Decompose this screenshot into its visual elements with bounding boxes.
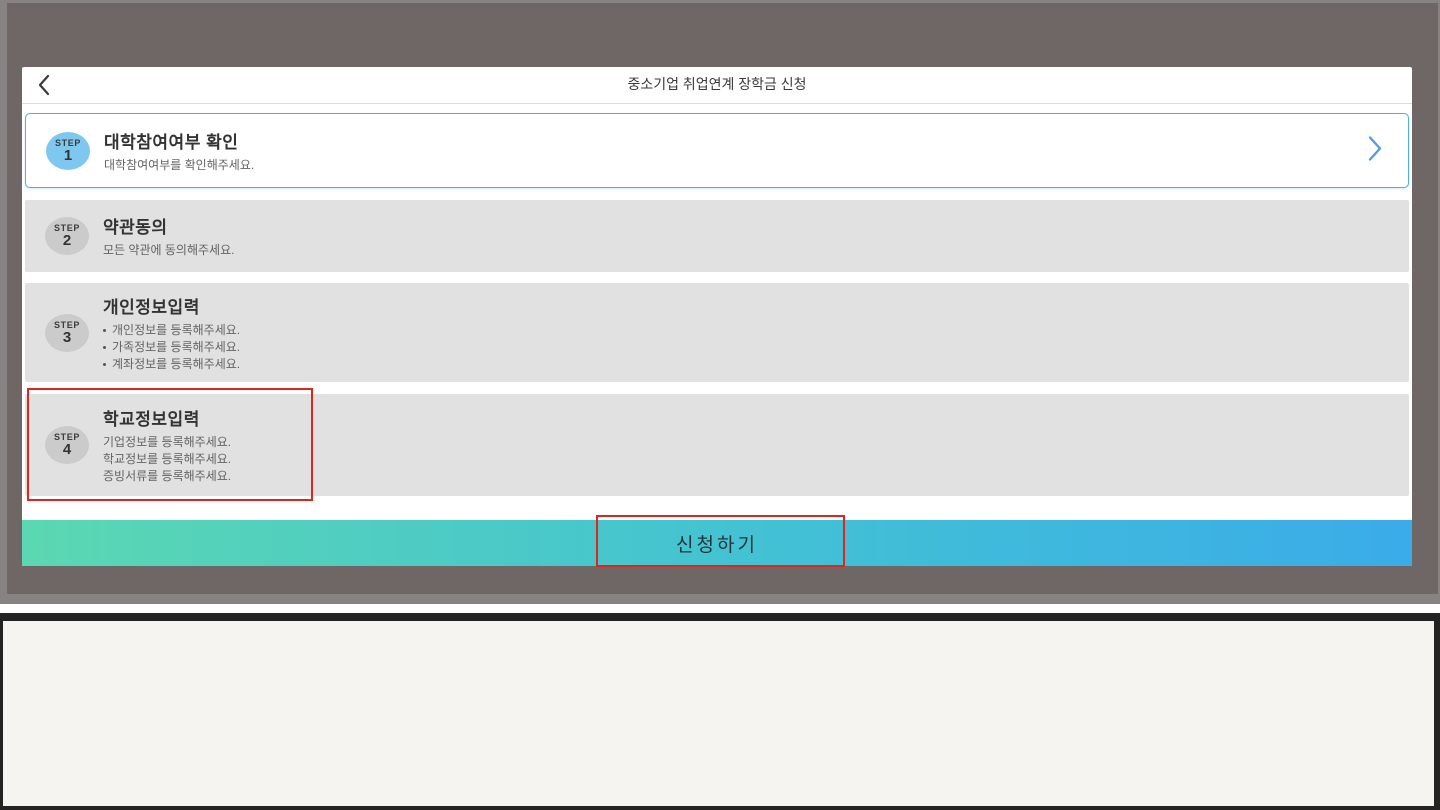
card-header: 중소기업 취업연계 장학금 신청 bbox=[22, 67, 1412, 104]
step-4-badge: STEP 4 bbox=[45, 426, 89, 464]
blank-screenshot-frame bbox=[0, 613, 1440, 810]
bullet-dot bbox=[103, 328, 106, 332]
bullet-dot bbox=[103, 362, 106, 366]
step-2-description: 모든 약관에 동의해주세요. bbox=[103, 243, 235, 257]
step-1-badge: STEP 1 bbox=[46, 131, 90, 170]
step-3-description-1: 개인정보를 등록해주세요. bbox=[103, 322, 240, 339]
step-1-title: 대학참여여부 확인 bbox=[104, 132, 239, 152]
application-steps-card: 중소기업 취업연계 장학금 신청 STEP 1 대학참여여부 확인 대학참여여부… bbox=[22, 67, 1412, 566]
step-4-title: 학교정보입력 bbox=[103, 410, 200, 429]
chevron-left-icon bbox=[37, 74, 51, 99]
step-1-description: 대학참여여부를 확인해주세요. bbox=[104, 157, 255, 172]
page-title: 중소기업 취업연계 장학금 신청 bbox=[627, 76, 807, 92]
step-item-3[interactable]: STEP 3 개인정보입력 개인정보를 등록해주세요. 가족정보를 등록해주세요… bbox=[25, 283, 1409, 382]
step-item-1[interactable]: STEP 1 대학참여여부 확인 대학참여여부를 확인해주세요. bbox=[25, 113, 1409, 188]
apply-button[interactable]: 신청하기 bbox=[22, 520, 1412, 566]
step-3-badge: STEP 3 bbox=[45, 313, 89, 352]
step-4-description-3: 증빙서류를 등록해주세요. bbox=[103, 469, 232, 483]
back-button[interactable] bbox=[30, 73, 58, 99]
step-item-2[interactable]: STEP 2 약관동의 모든 약관에 동의해주세요. bbox=[25, 200, 1409, 272]
chevron-right-icon[interactable] bbox=[1366, 134, 1384, 167]
step-4-description-2: 학교정보를 등록해주세요. bbox=[103, 452, 232, 466]
step-3-title: 개인정보입력 bbox=[103, 297, 200, 317]
step-4-description-1: 기업정보를 등록해주세요. bbox=[103, 435, 232, 449]
step-2-badge: STEP 2 bbox=[45, 217, 89, 255]
step-item-4[interactable]: STEP 4 학교정보입력 기업정보를 등록해주세요. 학교정보를 등록해주세요… bbox=[25, 394, 1409, 496]
blank-screenshot-content bbox=[3, 621, 1434, 806]
apply-button-label: 신청하기 bbox=[676, 534, 758, 556]
step-2-title: 약관동의 bbox=[103, 218, 168, 237]
step-3-description-2: 가족정보를 등록해주세요. bbox=[103, 339, 240, 356]
step-3-description-3: 계좌정보를 등록해주세요. bbox=[103, 356, 240, 373]
scholarship-app-screenshot: 중소기업 취업연계 장학금 신청 STEP 1 대학참여여부 확인 대학참여여부… bbox=[0, 0, 1440, 604]
bullet-dot bbox=[103, 345, 106, 349]
